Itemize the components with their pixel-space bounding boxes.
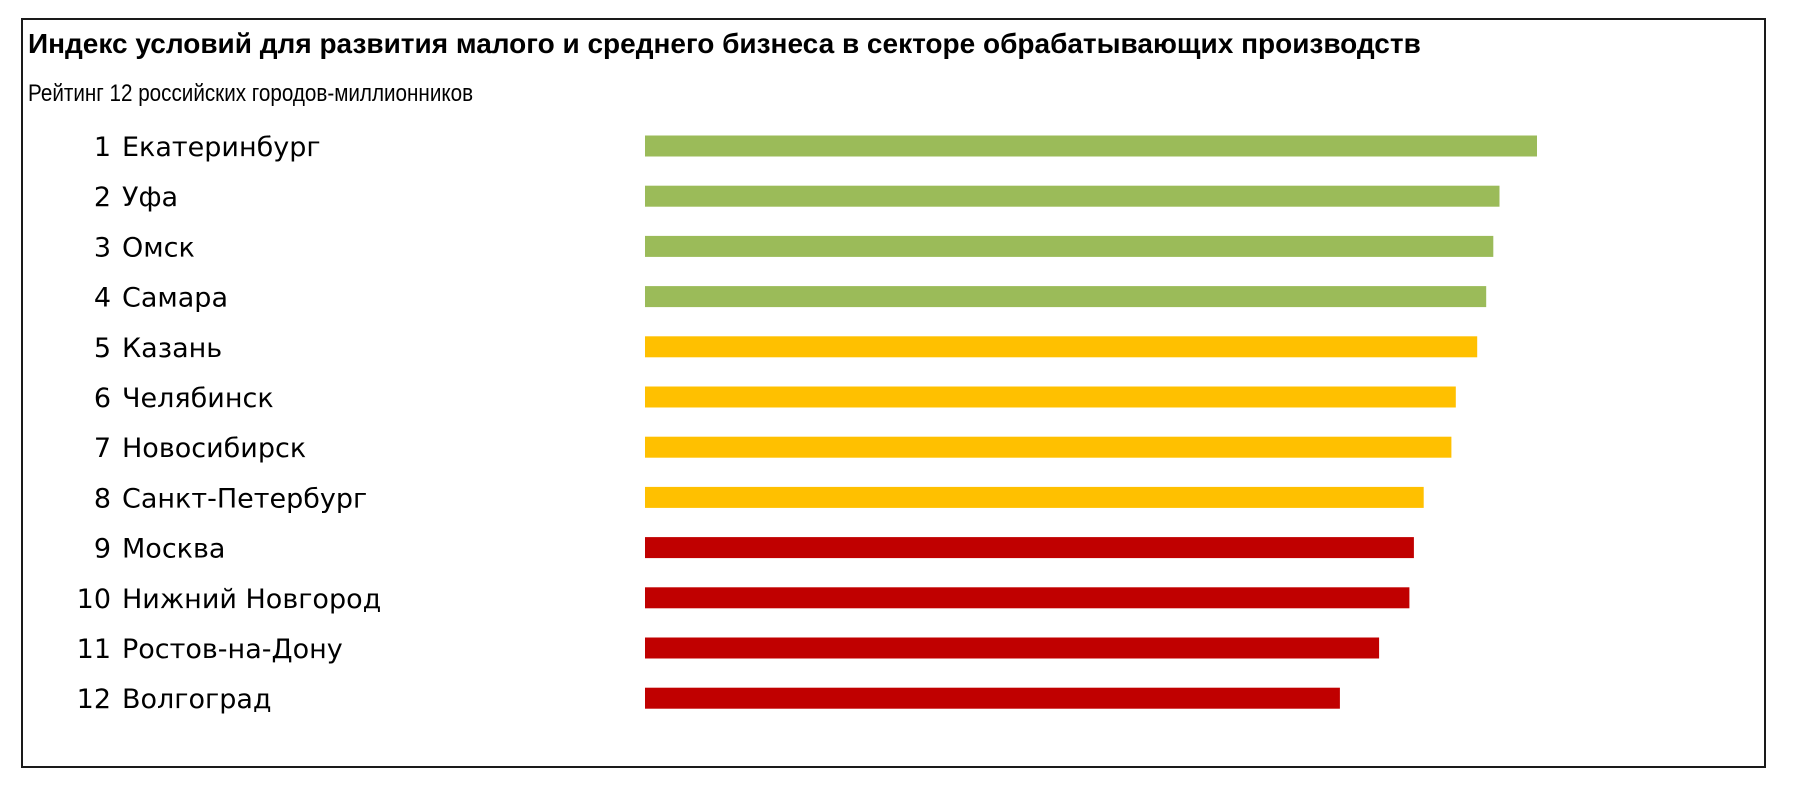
bar-9 bbox=[645, 537, 1414, 559]
rank-label-3: 3 bbox=[94, 232, 111, 263]
city-label-4: Самара bbox=[122, 283, 228, 314]
rank-label-1: 1 bbox=[94, 132, 111, 163]
city-label-1: Екатеринбург bbox=[122, 132, 321, 163]
bar-6 bbox=[645, 386, 1456, 408]
city-label-6: Челябинск bbox=[122, 383, 274, 414]
city-label-3: Омск bbox=[122, 232, 195, 263]
city-label-12: Волгоград bbox=[122, 684, 272, 715]
rank-label-12: 12 bbox=[77, 684, 111, 715]
bar-10 bbox=[645, 587, 1410, 609]
city-label-5: Казань bbox=[122, 333, 222, 364]
chart-title: Индекс условий для развития малого и сре… bbox=[28, 28, 1421, 59]
bar-5 bbox=[645, 336, 1478, 358]
rank-label-2: 2 bbox=[94, 182, 111, 213]
rank-label-7: 7 bbox=[94, 433, 111, 464]
chart-subtitle: Рейтинг 12 российских городов-миллионник… bbox=[28, 80, 474, 107]
city-label-11: Ростов-на-Дону bbox=[122, 634, 343, 665]
bar-11 bbox=[645, 637, 1380, 659]
city-label-8: Санкт-Петербург bbox=[122, 483, 367, 514]
rank-label-10: 10 bbox=[77, 584, 111, 615]
bar-8 bbox=[645, 486, 1424, 508]
city-label-10: Нижний Новгород bbox=[122, 584, 381, 615]
bar-3 bbox=[645, 235, 1494, 257]
rank-label-6: 6 bbox=[94, 383, 111, 414]
bar-12 bbox=[645, 687, 1340, 709]
city-label-2: Уфа bbox=[122, 182, 178, 213]
city-label-9: Москва bbox=[122, 534, 225, 565]
rank-label-5: 5 bbox=[94, 333, 111, 364]
rank-label-4: 4 bbox=[94, 283, 111, 314]
bar-2 bbox=[645, 185, 1500, 207]
rank-label-8: 8 bbox=[94, 483, 111, 514]
bar-7 bbox=[645, 436, 1452, 458]
rank-label-11: 11 bbox=[77, 634, 111, 665]
city-label-7: Новосибирск bbox=[122, 433, 306, 464]
rank-label-9: 9 bbox=[94, 534, 111, 565]
bar-1 bbox=[645, 135, 1537, 157]
bar-4 bbox=[645, 286, 1487, 308]
